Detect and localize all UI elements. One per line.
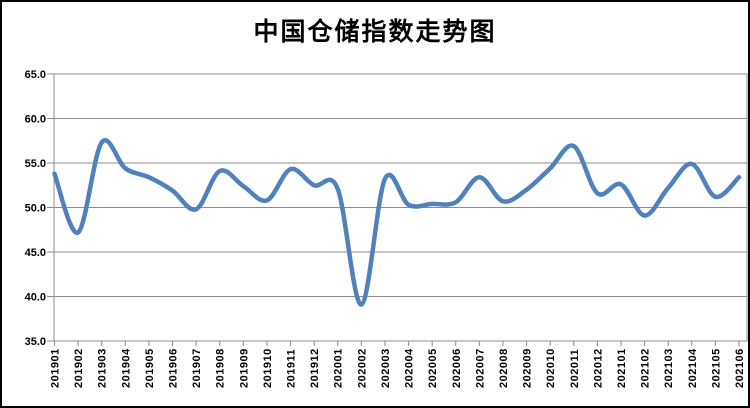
x-axis-label: 202101	[616, 348, 628, 388]
x-axis-label: 202006	[451, 348, 463, 388]
x-axis-label: 202005	[427, 348, 439, 388]
x-axis-label: 201905	[144, 348, 156, 388]
x-axis-label: 202010	[545, 348, 557, 388]
x-axis-label: 202008	[498, 348, 510, 388]
y-axis-label: 40.0	[25, 292, 46, 304]
x-axis-label: 202009	[522, 348, 534, 388]
x-axis-label: 201908	[215, 348, 227, 388]
y-axis-label: 60.0	[25, 114, 46, 126]
x-axis-label: 202011	[569, 349, 581, 388]
x-axis-label: 201912	[309, 348, 321, 388]
x-axis-label: 201906	[168, 348, 180, 388]
plot-border	[53, 73, 748, 342]
x-axis-label: 201903	[97, 348, 109, 388]
x-axis-label: 202002	[356, 348, 368, 388]
x-axis-label: 202103	[663, 348, 675, 388]
x-axis-label: 201901	[50, 348, 62, 388]
x-axis-label: 201904	[120, 348, 132, 388]
x-axis-label: 202001	[333, 348, 345, 388]
x-axis-label: 201910	[262, 348, 274, 388]
y-axis-label: 50.0	[25, 203, 46, 215]
x-axis-label: 202003	[380, 348, 392, 388]
x-axis-label: 201909	[238, 348, 250, 388]
x-axis-label: 202106	[734, 348, 746, 388]
chart-title: 中国仓储指数走势图	[253, 18, 497, 46]
x-axis-label: 201907	[191, 348, 203, 388]
x-axis-label: 202104	[687, 348, 699, 388]
x-axis-label: 202007	[474, 348, 486, 388]
index-line-series	[52, 138, 742, 307]
x-axis-label: 202004	[404, 348, 416, 388]
x-axis-label: 202105	[710, 348, 722, 388]
x-axis-label: 202102	[640, 348, 652, 388]
y-axis-label: 55.0	[25, 158, 46, 170]
y-axis-label: 35.0	[25, 336, 46, 348]
x-axis-label: 202012	[592, 348, 604, 388]
y-axis-label: 65.0	[25, 69, 46, 81]
x-axis-label: 201911	[286, 349, 298, 388]
y-axis-label: 45.0	[25, 247, 46, 259]
x-axis-label: 201902	[73, 348, 85, 388]
